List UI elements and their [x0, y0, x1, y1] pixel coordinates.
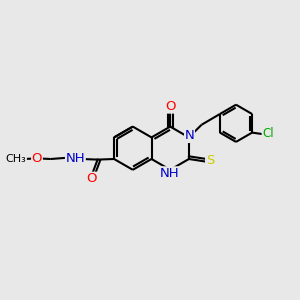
Text: O: O: [87, 172, 97, 185]
Text: CH₃: CH₃: [6, 154, 26, 164]
Text: Cl: Cl: [262, 127, 274, 140]
Text: N: N: [184, 129, 194, 142]
Text: S: S: [206, 154, 214, 167]
Text: NH: NH: [160, 167, 179, 180]
Text: O: O: [32, 152, 42, 165]
Text: O: O: [165, 100, 175, 113]
Text: NH: NH: [66, 152, 85, 166]
